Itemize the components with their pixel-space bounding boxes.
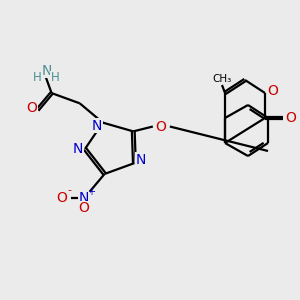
Text: N: N xyxy=(92,118,102,133)
Text: -: - xyxy=(67,185,71,196)
Text: CH₃: CH₃ xyxy=(212,74,232,84)
Text: N: N xyxy=(79,191,89,206)
Text: H: H xyxy=(51,71,59,84)
Text: H: H xyxy=(33,71,41,84)
Text: N: N xyxy=(42,64,52,78)
Text: O: O xyxy=(268,84,278,98)
Text: O: O xyxy=(79,202,89,215)
Text: O: O xyxy=(286,111,296,125)
Text: O: O xyxy=(57,191,68,206)
Text: O: O xyxy=(155,119,166,134)
Text: +: + xyxy=(87,188,95,197)
Text: N: N xyxy=(135,153,146,167)
Text: O: O xyxy=(26,101,37,115)
Text: N: N xyxy=(73,142,83,156)
